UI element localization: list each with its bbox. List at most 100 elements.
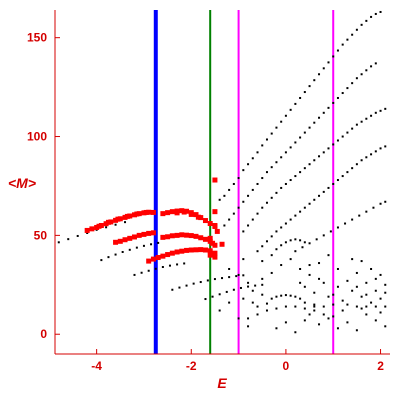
data-point-s0-64 <box>308 85 311 88</box>
data-point-s0-98 <box>308 126 311 129</box>
data-point-s0-209 <box>284 305 287 308</box>
data-point-s1-36 <box>195 214 201 220</box>
data-point-s0-57 <box>275 126 278 129</box>
data-point-s0-195 <box>275 295 278 298</box>
data-point-s0-95 <box>294 141 297 144</box>
data-point-s0-233 <box>303 285 306 288</box>
data-point-s0-217 <box>247 281 250 284</box>
data-point-s0-225 <box>318 262 321 265</box>
data-point-s0-163 <box>346 171 349 174</box>
data-point-s0-255 <box>275 327 278 330</box>
data-point-s0-50 <box>242 169 245 172</box>
data-point-s0-59 <box>284 114 287 117</box>
data-point-s0-23 <box>176 263 179 266</box>
data-point-s0-185 <box>384 200 387 203</box>
data-point-s0-215 <box>228 267 231 270</box>
data-point-s0-231 <box>374 289 377 292</box>
data-point-s0-43 <box>254 284 257 287</box>
data-point-s1-74 <box>210 240 216 246</box>
data-point-s0-133 <box>336 139 339 142</box>
data-point-s0-260 <box>228 301 231 304</box>
data-point-s0-70 <box>336 49 339 52</box>
data-point-s0-262 <box>247 325 250 328</box>
data-point-s0-189 <box>284 241 287 244</box>
data-point-s0-179 <box>344 222 347 225</box>
data-point-s0-106 <box>346 87 349 90</box>
data-point-s0-148 <box>275 230 278 233</box>
data-point-s0-248 <box>327 317 330 320</box>
data-point-s0-139 <box>365 117 368 120</box>
data-point-s0-276 <box>360 260 363 263</box>
data-point-s0-9 <box>107 256 110 259</box>
data-point-s0-196 <box>280 294 283 297</box>
y-tick-label-1: 50 <box>34 228 48 242</box>
data-point-s0-137 <box>355 123 358 126</box>
data-point-s1-49 <box>174 232 180 238</box>
tick-labels: -4 -2 0 2 0 50 100 150 <box>27 31 384 373</box>
data-point-s1-0 <box>84 227 90 233</box>
data-point-s0-180 <box>351 218 354 221</box>
data-point-s1-41 <box>131 234 137 240</box>
data-point-s0-75 <box>360 23 363 26</box>
data-point-s0-224 <box>308 273 311 276</box>
data-point-s0-283 <box>313 305 316 308</box>
data-point-s0-256 <box>284 321 287 324</box>
data-point-s1-69 <box>198 247 204 253</box>
data-point-s0-152 <box>294 214 297 217</box>
data-point-s0-287 <box>242 258 245 261</box>
data-point-s0-74 <box>355 28 358 31</box>
data-point-s0-101 <box>322 111 325 114</box>
data-point-s0-134 <box>341 135 344 138</box>
data-point-s1-59 <box>150 256 156 262</box>
data-point-s0-116 <box>256 212 259 215</box>
data-point-s0-155 <box>308 202 311 205</box>
data-point-s0-232 <box>384 283 387 286</box>
data-point-s0-206 <box>256 313 259 316</box>
data-point-s1-44 <box>146 230 152 236</box>
data-point-s0-34 <box>235 275 238 278</box>
data-point-s0-164 <box>351 167 354 170</box>
data-point-s1-47 <box>165 234 171 240</box>
data-point-s1-37 <box>113 239 119 245</box>
data-point-s0-117 <box>261 206 264 209</box>
data-point-s0-244 <box>251 301 254 304</box>
data-point-s0-207 <box>265 309 268 312</box>
data-point-s1-23 <box>169 209 175 215</box>
data-point-s0-132 <box>332 143 335 146</box>
data-point-s0-8 <box>100 259 103 262</box>
data-point-s1-67 <box>188 247 194 253</box>
data-point-s0-90 <box>270 166 273 169</box>
data-point-s0-94 <box>289 146 292 149</box>
data-point-s0-228 <box>346 279 349 282</box>
data-point-s0-88 <box>261 177 264 180</box>
data-point-s0-92 <box>280 156 283 159</box>
data-point-s1-14 <box>150 209 156 215</box>
data-point-s0-24 <box>183 262 186 265</box>
data-point-s0-44 <box>261 283 264 286</box>
data-point-s1-71 <box>207 248 213 254</box>
data-point-s0-167 <box>365 156 368 159</box>
data-point-s0-165 <box>355 163 358 166</box>
data-point-s0-171 <box>384 145 387 148</box>
data-point-s1-31 <box>207 221 213 227</box>
data-point-s0-35 <box>242 274 245 277</box>
data-point-s0-151 <box>289 218 292 221</box>
data-point-s1-45 <box>150 230 156 236</box>
data-point-s0-199 <box>294 295 297 298</box>
data-point-s0-234 <box>313 291 316 294</box>
data-point-s0-227 <box>336 267 339 270</box>
data-point-s1-54 <box>198 235 204 241</box>
data-point-s0-73 <box>351 33 354 36</box>
data-point-s0-105 <box>341 92 344 95</box>
data-point-s0-19 <box>147 269 150 272</box>
data-point-s0-63 <box>303 91 306 94</box>
data-point-s0-251 <box>355 329 358 332</box>
data-point-s0-186 <box>270 254 273 257</box>
data-point-s1-62 <box>165 252 171 258</box>
data-point-s0-213 <box>322 313 325 316</box>
data-point-s0-39 <box>225 290 228 293</box>
data-point-s1-51 <box>184 232 190 238</box>
data-point-s0-259 <box>218 309 221 312</box>
data-point-s1-15 <box>96 223 102 229</box>
data-point-s0-223 <box>299 267 302 270</box>
